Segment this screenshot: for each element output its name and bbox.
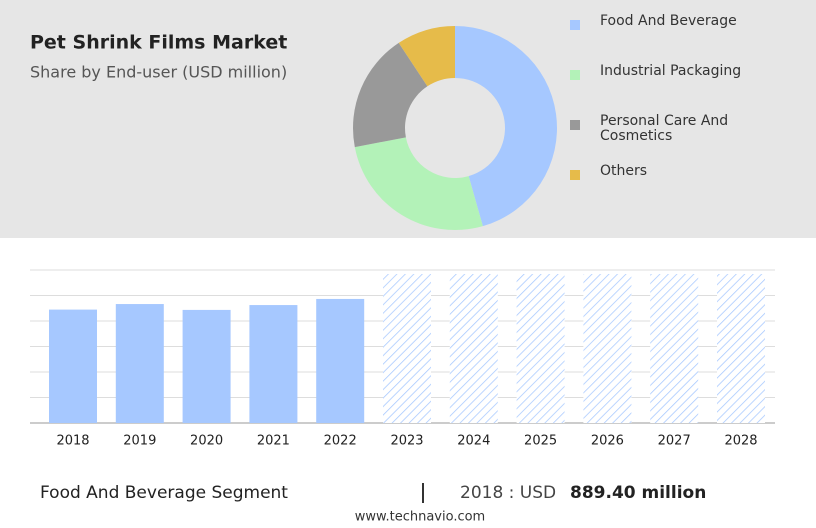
bar: [115, 304, 164, 423]
donut-slice: [353, 42, 428, 148]
footer-label: 2018 : USD: [460, 483, 556, 503]
x-tick-label: 2028: [724, 434, 757, 449]
x-tick-label: 2023: [390, 434, 423, 449]
legend-item: Food And Beverage: [570, 14, 810, 64]
legend-swatch: [570, 20, 580, 30]
x-tick-label: 2026: [591, 434, 624, 449]
forecast-placeholder: [516, 274, 565, 423]
legend-swatch: [570, 120, 580, 130]
donut-slice: [398, 26, 455, 87]
forecast-placeholder: [717, 274, 765, 423]
forecast-placeholder: [650, 274, 699, 423]
x-tick-label: 2022: [324, 434, 357, 449]
x-tick-label: 2025: [524, 434, 557, 449]
x-tick-label: 2020: [190, 434, 223, 449]
donut-slice: [354, 137, 483, 230]
chart-title: Pet Shrink Films Market: [30, 32, 287, 54]
forecast-placeholder: [449, 274, 498, 423]
x-tick-label: 2027: [658, 434, 691, 449]
x-tick-label: 2018: [56, 434, 89, 449]
forecast-placeholder: [383, 274, 431, 423]
bar: [249, 305, 298, 423]
legend-label: Others: [600, 163, 648, 179]
bar: [316, 298, 365, 423]
x-tick-label: 2021: [257, 434, 290, 449]
x-tick-label: 2024: [457, 434, 490, 449]
forecast-placeholder: [583, 274, 632, 423]
bar: [49, 309, 97, 423]
legend-label: Food And Beverage: [600, 13, 737, 29]
legend-label: Personal Care And Cosmetics: [600, 113, 729, 144]
donut-slice: [455, 25, 558, 227]
legend: Food And Beverage Industrial Packaging Per…: [570, 14, 810, 214]
bar: [182, 309, 231, 423]
footer-value: 889.40 million: [570, 483, 706, 503]
legend-item: Personal Care And Cosmetics: [570, 114, 810, 164]
legend-swatch: [570, 170, 580, 180]
legend-item: Industrial Packaging: [570, 64, 810, 114]
legend-swatch: [570, 70, 580, 80]
chart-subtitle: Share by End-user (USD million): [30, 63, 287, 82]
footer-segment: Food And Beverage Segment: [40, 483, 288, 503]
x-tick-label: 2019: [123, 434, 156, 449]
legend-label: Industrial Packaging: [600, 63, 742, 79]
source: www.technavio.com: [355, 510, 485, 525]
legend-item: Others: [570, 164, 810, 214]
